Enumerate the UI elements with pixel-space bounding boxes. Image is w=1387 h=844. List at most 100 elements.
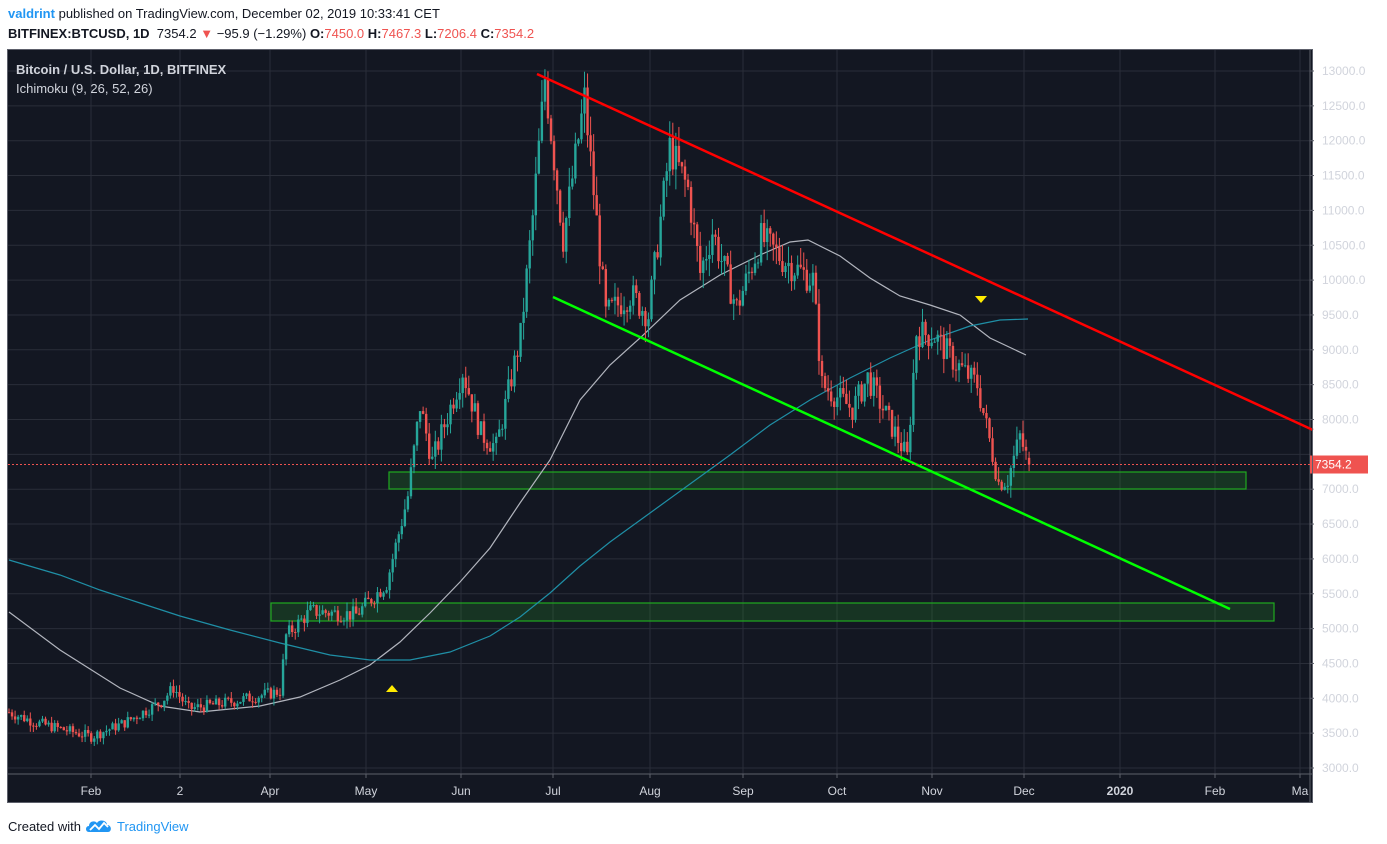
candle-down[interactable] xyxy=(762,223,766,243)
candle-up[interactable] xyxy=(732,299,735,304)
candle-up[interactable] xyxy=(351,606,355,620)
candle-down[interactable] xyxy=(878,385,882,409)
candle-down[interactable] xyxy=(976,374,979,389)
candle-down[interactable] xyxy=(202,707,206,712)
candle-up[interactable] xyxy=(205,699,209,712)
candle-up[interactable] xyxy=(568,186,571,219)
candle-up[interactable] xyxy=(756,262,760,264)
candle-down[interactable] xyxy=(842,388,845,394)
candle-down[interactable] xyxy=(144,710,148,716)
candle-up[interactable] xyxy=(705,258,708,261)
candle-up[interactable] xyxy=(397,534,400,543)
candle-down[interactable] xyxy=(516,355,519,357)
candle-up[interactable] xyxy=(96,731,99,739)
candle-up[interactable] xyxy=(47,722,50,725)
candle-down[interactable] xyxy=(848,403,851,408)
candle-up[interactable] xyxy=(662,180,665,217)
candle-up[interactable] xyxy=(415,421,419,446)
candle-up[interactable] xyxy=(83,730,87,737)
candle-up[interactable] xyxy=(744,273,748,291)
candle-up[interactable] xyxy=(446,424,449,428)
candle-up[interactable] xyxy=(175,692,178,694)
candle-up[interactable] xyxy=(1012,455,1016,468)
candle-up[interactable] xyxy=(479,421,483,435)
candle-down[interactable] xyxy=(558,190,562,223)
candle-up[interactable] xyxy=(68,726,72,732)
candle-down[interactable] xyxy=(899,442,903,452)
candle-down[interactable] xyxy=(227,697,230,699)
candle-down[interactable] xyxy=(973,367,976,375)
candle-up[interactable] xyxy=(242,696,245,702)
candle-up[interactable] xyxy=(839,388,842,398)
candle-up[interactable] xyxy=(16,716,20,720)
candle-up[interactable] xyxy=(519,322,522,357)
candle-up[interactable] xyxy=(540,101,544,141)
candle-down[interactable] xyxy=(695,224,699,247)
chart-pane[interactable] xyxy=(7,49,1313,803)
candle-down[interactable] xyxy=(35,725,38,727)
candle-down[interactable] xyxy=(348,611,352,620)
candle-down[interactable] xyxy=(357,613,361,615)
candle-down[interactable] xyxy=(324,610,327,613)
candle-up[interactable] xyxy=(836,397,839,407)
candle-up[interactable] xyxy=(245,693,248,697)
candle-up[interactable] xyxy=(434,441,437,457)
candle-up[interactable] xyxy=(260,695,263,698)
candle-down[interactable] xyxy=(230,698,233,703)
candle-down[interactable] xyxy=(50,722,53,732)
candle-up[interactable] xyxy=(628,305,632,312)
candle-down[interactable] xyxy=(778,247,781,262)
candle-down[interactable] xyxy=(233,702,236,707)
candle-down[interactable] xyxy=(869,372,872,396)
candle-up[interactable] xyxy=(403,509,407,527)
candle-down[interactable] xyxy=(906,441,909,453)
candle-down[interactable] xyxy=(315,605,318,616)
candle-down[interactable] xyxy=(172,686,175,693)
candle-up[interactable] xyxy=(223,697,227,707)
candle-up[interactable] xyxy=(342,620,346,622)
candle-down[interactable] xyxy=(616,296,620,306)
candle-up[interactable] xyxy=(26,718,29,722)
candle-down[interactable] xyxy=(735,299,738,301)
candle-up[interactable] xyxy=(281,659,285,696)
candle-up[interactable] xyxy=(458,393,461,400)
candle-down[interactable] xyxy=(510,379,513,387)
candle-up[interactable] xyxy=(574,143,577,179)
candle-up[interactable] xyxy=(808,285,812,291)
candle-up[interactable] xyxy=(583,87,586,114)
candle-down[interactable] xyxy=(74,732,78,734)
candle-up[interactable] xyxy=(193,707,196,709)
candle-up[interactable] xyxy=(38,721,41,727)
candle-down[interactable] xyxy=(485,442,489,449)
candle-down[interactable] xyxy=(190,702,193,709)
candle-down[interactable] xyxy=(851,407,854,420)
candle-down[interactable] xyxy=(726,255,729,265)
candle-up[interactable] xyxy=(418,411,422,422)
candle-down[interactable] xyxy=(820,360,824,377)
candle-up[interactable] xyxy=(647,319,650,327)
candle-up[interactable] xyxy=(543,79,547,102)
candle-up[interactable] xyxy=(525,268,528,312)
candle-down[interactable] xyxy=(966,365,970,379)
candle-down[interactable] xyxy=(29,718,32,726)
candle-down[interactable] xyxy=(424,413,428,434)
candle-up[interactable] xyxy=(753,263,757,273)
candle-up[interactable] xyxy=(196,704,199,708)
candle-down[interactable] xyxy=(482,421,486,443)
candle-up[interactable] xyxy=(513,355,516,387)
candle-down[interactable] xyxy=(942,335,946,359)
candle-down[interactable] xyxy=(555,170,559,191)
candle-down[interactable] xyxy=(589,135,592,152)
candle-up[interactable] xyxy=(720,261,723,263)
candle-down[interactable] xyxy=(875,377,879,386)
candle-down[interactable] xyxy=(769,228,772,234)
candle-down[interactable] xyxy=(187,701,190,703)
candle-up[interactable] xyxy=(930,342,933,347)
candle-down[interactable] xyxy=(303,618,306,624)
candle-down[interactable] xyxy=(452,404,455,409)
candle-down[interactable] xyxy=(991,438,994,462)
candle-up[interactable] xyxy=(811,272,815,286)
candle-up[interactable] xyxy=(863,383,866,402)
candle-up[interactable] xyxy=(668,137,671,172)
candle-up[interactable] xyxy=(309,605,312,611)
